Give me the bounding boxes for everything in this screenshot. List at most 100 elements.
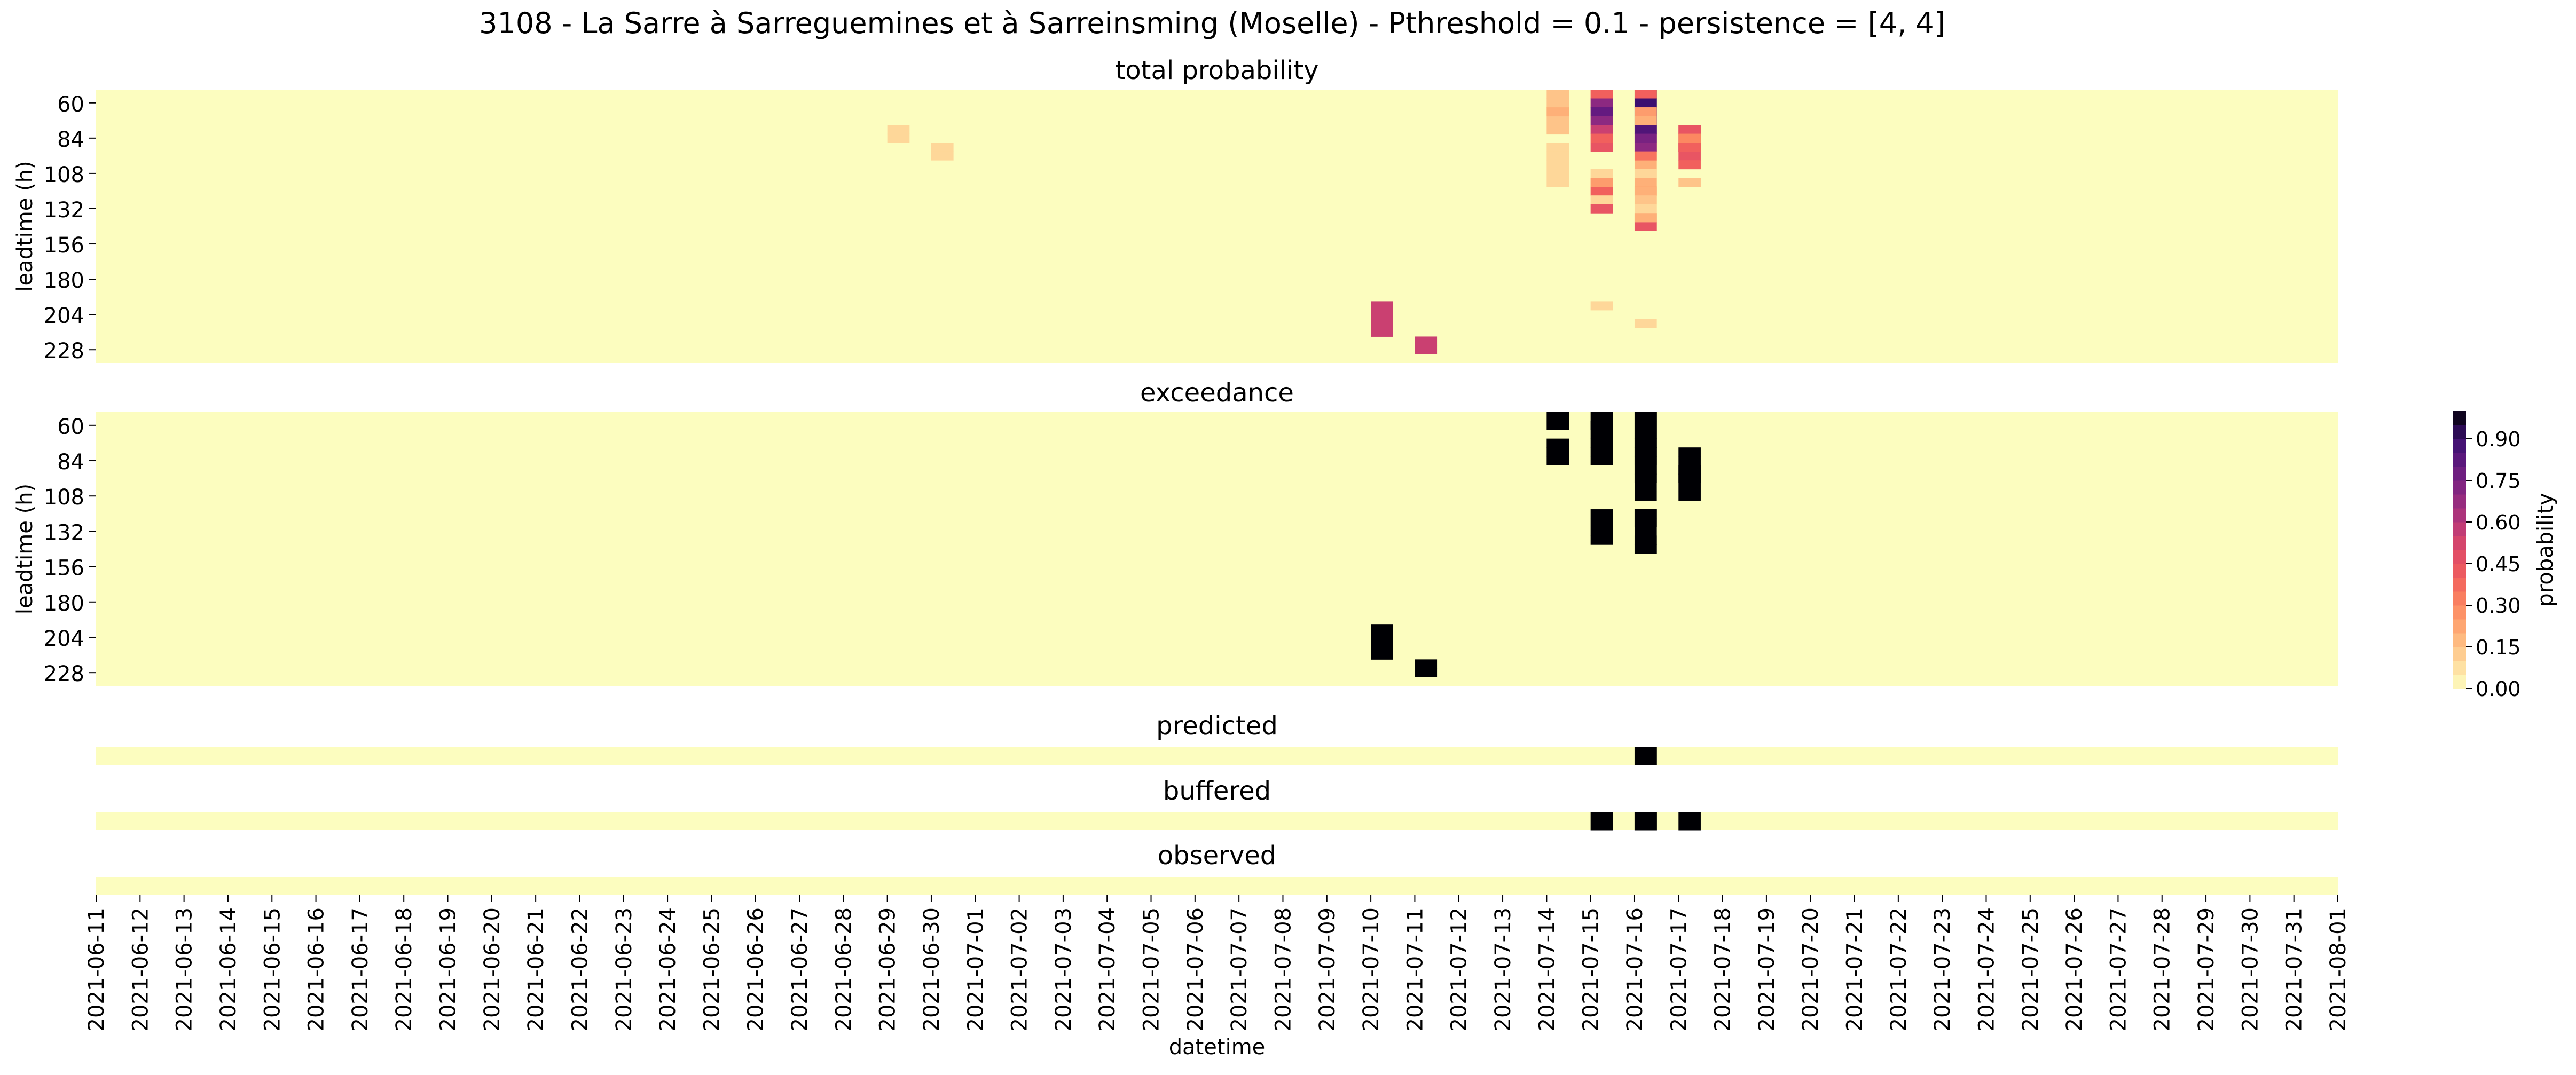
x-tick-label: 2021-07-15 (1579, 907, 1604, 1031)
colorbar-segment (2453, 425, 2466, 439)
heatmap-cell (1634, 430, 1657, 439)
x-tick-label: 2021-07-10 (1359, 907, 1384, 1031)
heatmap-cell (1590, 412, 1613, 422)
colorbar-segment (2453, 661, 2466, 675)
heatmap-cell (1546, 107, 1569, 117)
heatmap-cell (1634, 812, 1657, 831)
colorbar-segment (2453, 508, 2466, 523)
heatmap-panel-1: exceedance 60 84 108 132 156 180 204 228 leadtime… (13, 378, 2338, 686)
heatmap-cell (1634, 186, 1657, 196)
heatmap-cell (1415, 659, 1438, 669)
heatmap-cell (1634, 527, 1657, 536)
heatmap-cell (1415, 668, 1438, 677)
y-tick-label: 108 (44, 163, 84, 187)
x-tick-label: 2021-07-22 (1887, 907, 1911, 1031)
heatmap-cell (1371, 650, 1393, 660)
colorbar-tick-label: 0.00 (2476, 677, 2521, 701)
x-tick-label: 2021-07-09 (1315, 907, 1340, 1031)
colorbar-segment (2453, 675, 2466, 689)
heatmap-cell (1371, 642, 1393, 651)
y-tick-label: 60 (57, 92, 84, 117)
heatmap-cell (1590, 90, 1613, 99)
heatmap-cell (1634, 544, 1657, 554)
heatmap-cell (1634, 204, 1657, 214)
heatmap-cell (1634, 90, 1657, 99)
x-tick-label: 2021-07-27 (2106, 907, 2131, 1031)
x-tick-label: 2021-06-14 (216, 907, 241, 1031)
y-tick-label: 180 (44, 268, 84, 293)
heatmap-cell (1590, 125, 1613, 135)
x-axis-label: datetime (1169, 1035, 1266, 1060)
y-axis-label: leadtime (h) (13, 484, 37, 614)
heatmap-cell (1546, 447, 1569, 457)
heatmap-cell (1590, 812, 1613, 831)
heatmap-cell (1371, 319, 1393, 328)
heatmap-cell (1546, 98, 1569, 108)
heatmap-panel-0: total probability 60 84 108 132 156 180 204 228 l… (13, 56, 2338, 363)
heatmap-cell (1371, 310, 1393, 319)
x-tick-label: 2021-06-27 (788, 907, 812, 1031)
heatmap-cell (1634, 509, 1657, 519)
x-tick-label: 2021-07-13 (1491, 907, 1515, 1031)
heatmap-cell (1678, 456, 1701, 465)
colorbar-tick-label: 0.60 (2476, 511, 2521, 534)
heatmap-cell (1590, 509, 1613, 519)
heatmap-cell (1546, 438, 1569, 448)
colorbar-segment (2453, 633, 2466, 647)
heatmap-cell (1634, 483, 1657, 492)
x-tick-label: 2021-07-14 (1535, 907, 1559, 1031)
colorbar-tick-label: 0.45 (2476, 552, 2521, 576)
x-tick-label: 2021-07-31 (2282, 907, 2307, 1031)
heatmap-cell (1678, 483, 1701, 492)
x-tick-label: 2021-07-07 (1227, 907, 1252, 1031)
x-tick-label: 2021-07-29 (2194, 907, 2219, 1031)
y-tick-label: 60 (57, 415, 84, 439)
colorbar-segment (2453, 591, 2466, 606)
x-tick-label: 2021-07-24 (1974, 907, 1999, 1031)
heatmap-cell (1678, 812, 1701, 831)
heatmap-cell (1546, 169, 1569, 178)
heatmap-cell (1546, 178, 1569, 187)
heatmap-cell (1590, 107, 1613, 117)
heatmap-cell (1546, 456, 1569, 465)
figure-title: 3108 - La Sarre à Sarreguemines et à Sar… (479, 6, 1945, 40)
heatmap-cell (1634, 160, 1657, 170)
colorbar-tick-label: 0.75 (2476, 469, 2521, 493)
colorbar-segment (2453, 536, 2466, 550)
heatmap-cell (1634, 143, 1657, 152)
x-tick-label: 2021-06-30 (920, 907, 944, 1031)
panel-title: observed (1158, 841, 1277, 871)
heatmap-cell (1634, 98, 1657, 108)
x-tick-label: 2021-07-28 (2150, 907, 2175, 1031)
x-tick-label: 2021-06-26 (744, 907, 768, 1031)
heatmap-cell (1678, 143, 1701, 152)
colorbar-segment (2453, 467, 2466, 481)
heatmap-background (96, 747, 2338, 765)
colorbar-segment (2453, 619, 2466, 634)
heatmap-cell (1634, 125, 1657, 135)
x-tick-label: 2021-06-20 (480, 907, 505, 1031)
x-tick-label: 2021-06-21 (524, 907, 548, 1031)
heatmap-cell (1590, 195, 1613, 205)
heatmap-cell (1590, 421, 1613, 430)
heatmap-panel-2: predicted (96, 711, 2338, 765)
x-tick-label: 2021-07-19 (1755, 907, 1779, 1031)
heatmap-cell (1546, 412, 1569, 422)
heatmap-cell (1678, 491, 1701, 501)
x-tick-label: 2021-07-20 (1799, 907, 1823, 1031)
heatmap-background (96, 90, 2338, 363)
heatmap-cell (1634, 178, 1657, 187)
heatmap-cell (1590, 143, 1613, 152)
y-tick-label: 204 (44, 627, 84, 651)
heatmap-cell (1546, 160, 1569, 170)
heatmap-cell (1590, 301, 1613, 311)
heatmap-panel-3: buffered (96, 776, 2338, 831)
colorbar-segment (2453, 494, 2466, 509)
heatmap-cell (1590, 116, 1613, 125)
colorbar-tick-label: 0.15 (2476, 636, 2521, 659)
heatmap-cell (1634, 747, 1657, 765)
x-tick-label: 2021-07-04 (1095, 907, 1120, 1031)
heatmap-background (96, 812, 2338, 830)
x-tick-label: 2021-07-02 (1008, 907, 1032, 1031)
